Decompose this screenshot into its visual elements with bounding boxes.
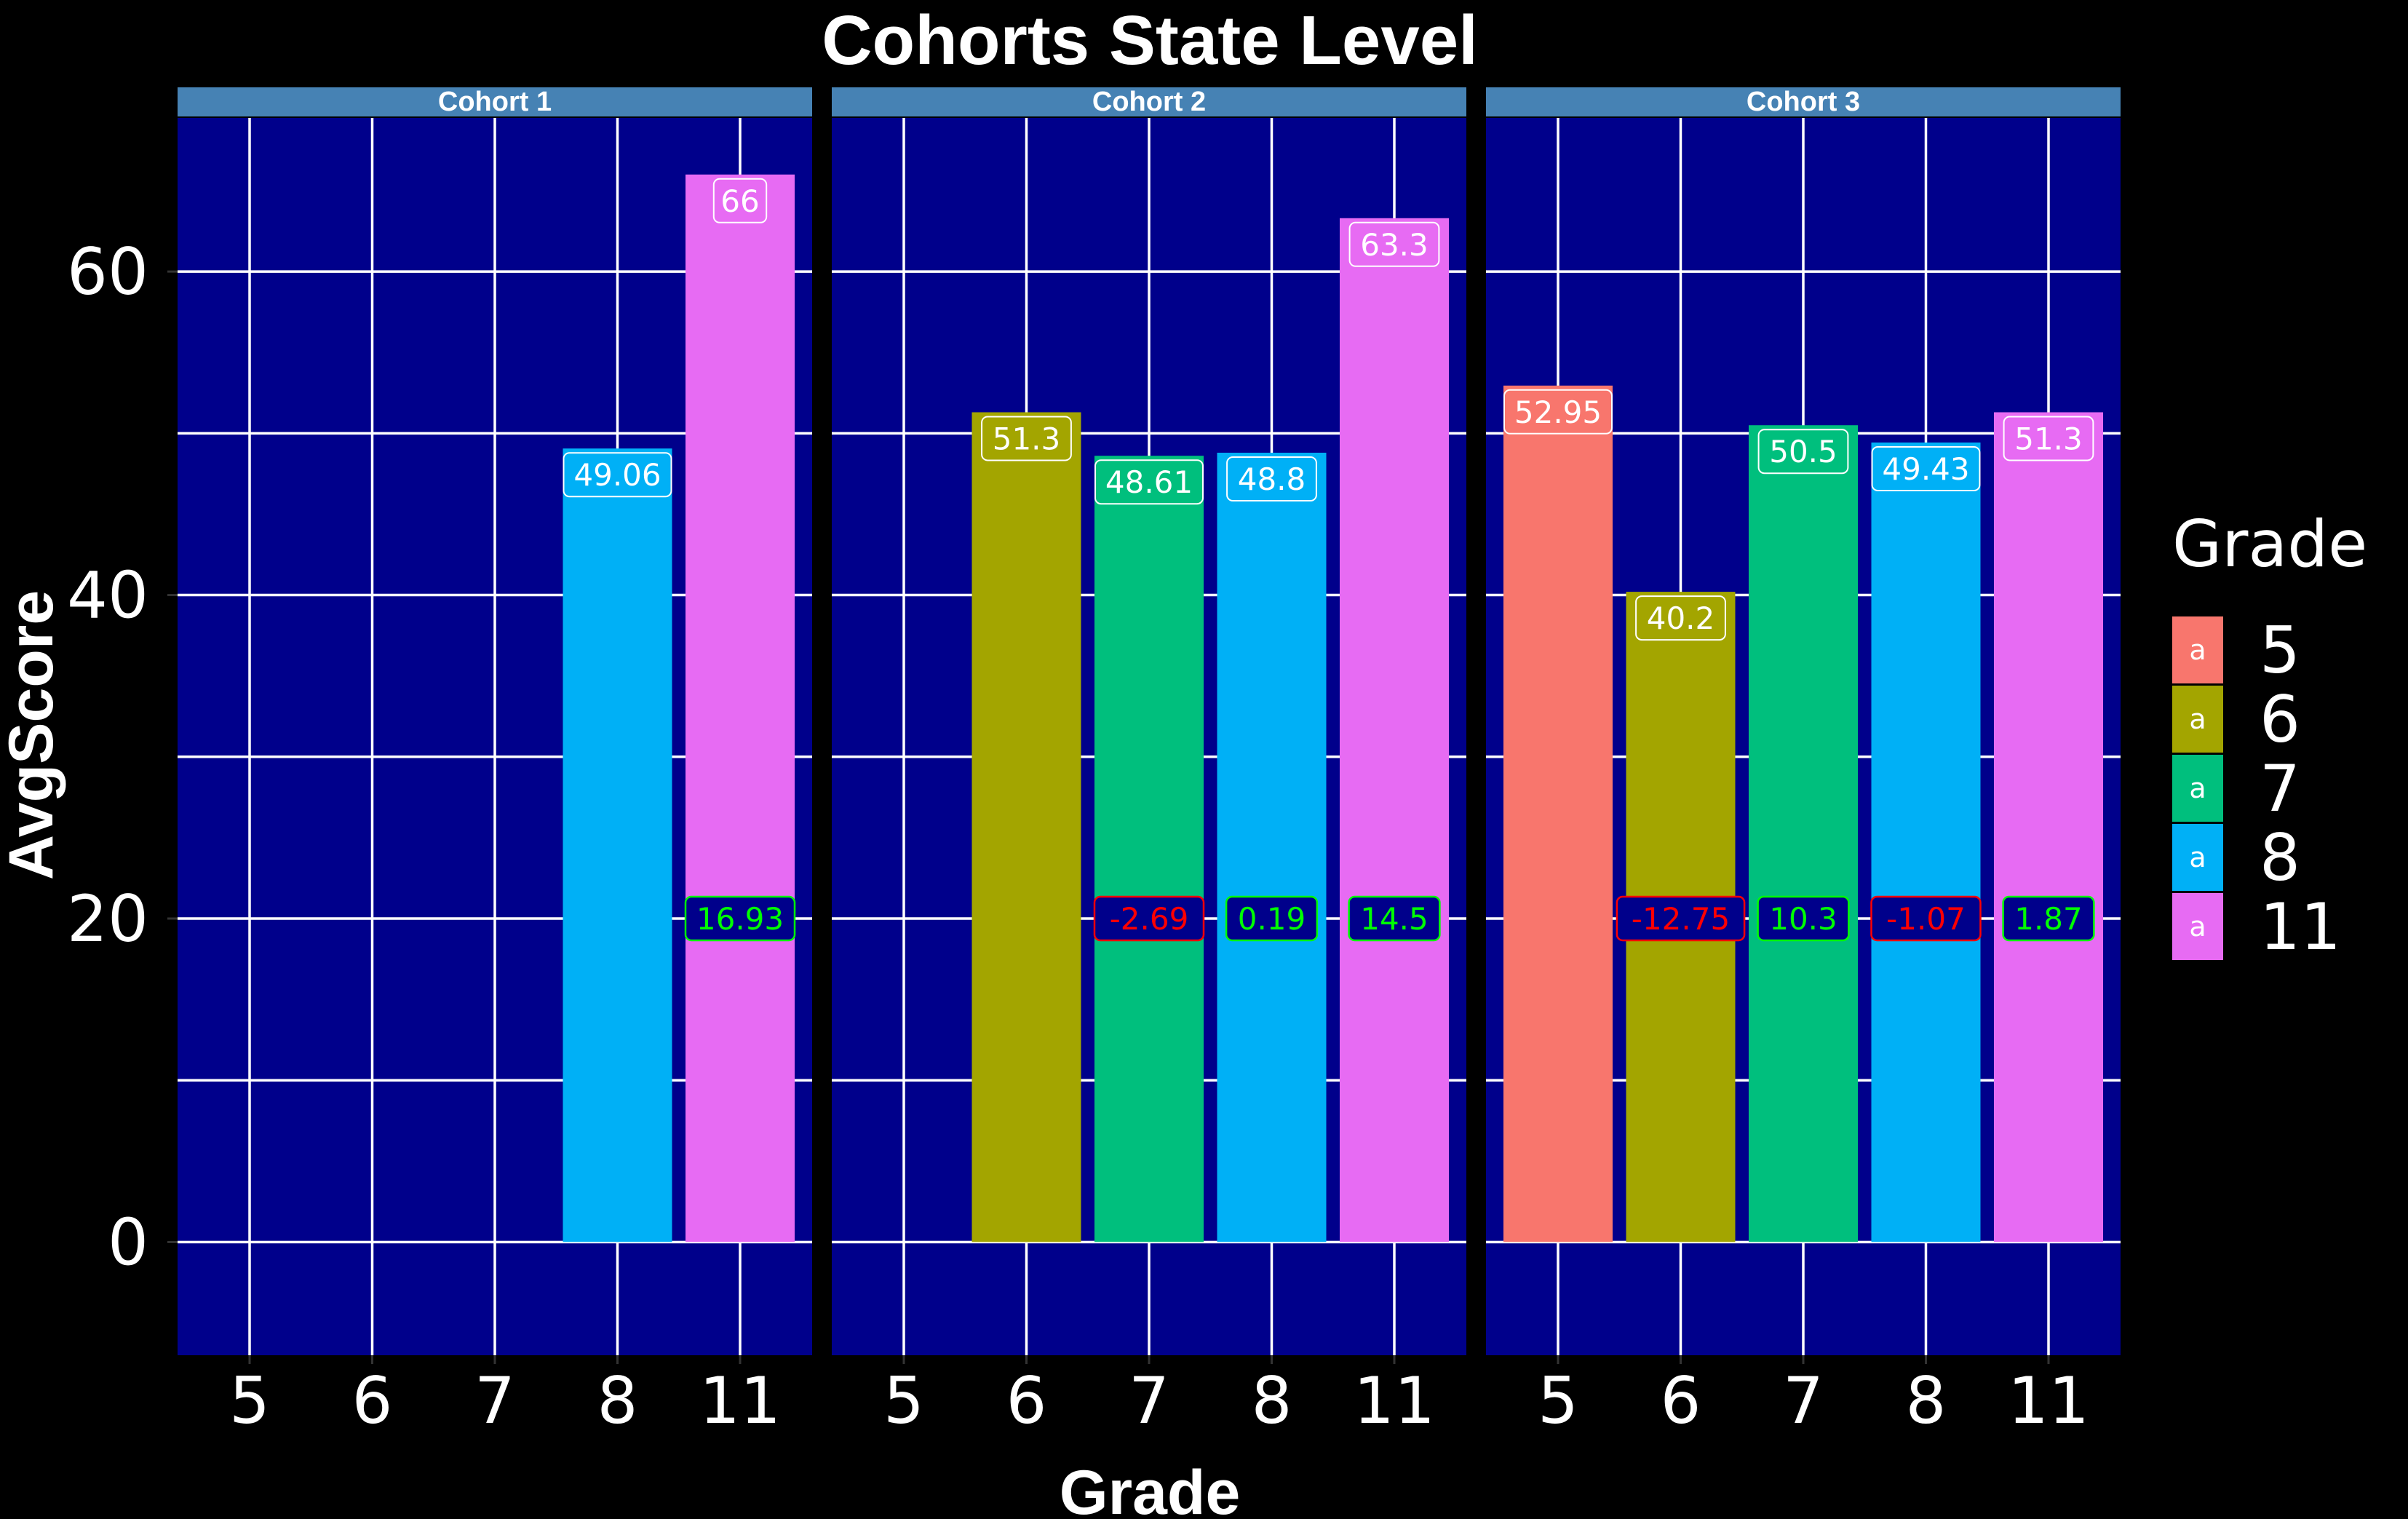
legend-key-glyph: a — [2189, 703, 2206, 735]
legend-key-glyph: a — [2189, 772, 2206, 804]
legend-key — [2172, 893, 2223, 960]
legend: Grade a 5 a 6 a 7 a 8 a 11 — [2172, 507, 2367, 964]
strip-background — [832, 87, 1466, 116]
bar-value-label: 48.8 — [1238, 461, 1306, 497]
strip-background — [178, 87, 812, 116]
legend-entry-label: 6 — [2260, 682, 2300, 757]
change-label-box — [1225, 895, 1319, 942]
bar-value-label: 49.43 — [1882, 451, 1969, 487]
x-tick-label: 5 — [229, 1363, 270, 1438]
y-tick-label: 60 — [67, 234, 148, 309]
change-label-box — [1093, 895, 1205, 942]
legend-entry-label: 8 — [2260, 820, 2300, 895]
bar-value-label-box — [1871, 446, 1981, 491]
bar-value-label-box — [981, 416, 1072, 461]
bar-value-label-box — [712, 178, 768, 223]
bar-value-label-box — [1094, 459, 1204, 505]
change-label: 14.5 — [1360, 901, 1428, 937]
bar — [1871, 443, 1981, 1242]
change-label: 16.93 — [696, 901, 784, 937]
x-tick-label: 11 — [1354, 1363, 1435, 1438]
bar — [1340, 218, 1449, 1242]
bar-value-label-box — [563, 452, 672, 498]
y-tick-label: 20 — [67, 881, 148, 956]
legend-key — [2172, 824, 2223, 891]
change-label-box — [1870, 895, 1982, 942]
change-label: -1.07 — [1886, 901, 1966, 937]
bar — [563, 448, 672, 1242]
legend-key-glyph: a — [2189, 841, 2206, 873]
x-tick-label: 6 — [1006, 1363, 1047, 1438]
x-tick-label: 7 — [1129, 1363, 1169, 1438]
bar-value-label: 66 — [720, 183, 759, 219]
y-tick-label: 40 — [67, 558, 148, 633]
bar-value-label: 51.3 — [2014, 421, 2083, 456]
bar-value-label-box — [1757, 429, 1849, 475]
facet-panel: Cohort 2 51.3 48.61 48.8 63.3 -2.69 0.19 14.5 5 6… — [832, 87, 1466, 1438]
x-tick-label: 11 — [2008, 1363, 2089, 1438]
legend-title: Grade — [2172, 507, 2367, 582]
facet-panel: Cohort 1 49.06 66 16.93 5 6 7 8 11 — [178, 87, 812, 1438]
x-tick-label: 11 — [699, 1363, 781, 1438]
y-axis-title: AvgScore — [0, 590, 66, 880]
x-tick-label: 5 — [883, 1363, 924, 1438]
legend-entry-label: 5 — [2260, 613, 2300, 688]
bar-value-label: 48.61 — [1105, 464, 1193, 500]
bar-value-label-box — [1348, 221, 1440, 267]
change-label-box — [1757, 895, 1850, 942]
bar — [686, 174, 795, 1242]
chart-title: Cohorts State Level — [822, 1, 1478, 79]
x-tick-label: 8 — [1906, 1363, 1947, 1438]
y-tick-label: 0 — [108, 1205, 148, 1280]
x-tick-label: 5 — [1538, 1363, 1578, 1438]
x-tick-label: 6 — [352, 1363, 393, 1438]
bar-value-label: 49.06 — [573, 457, 661, 493]
legend-key-glyph: a — [2189, 634, 2206, 666]
legend-key — [2172, 686, 2223, 753]
legend-entry-label: 11 — [2260, 889, 2341, 964]
x-axis-title: Grade — [1060, 1458, 1241, 1519]
bar — [1749, 425, 1858, 1242]
bar — [1217, 453, 1327, 1242]
change-label-box — [1616, 895, 1746, 942]
bar-value-label: 50.5 — [1769, 434, 1837, 469]
bar — [971, 412, 1081, 1242]
x-tick-label: 6 — [1661, 1363, 1701, 1438]
bar — [1094, 456, 1204, 1242]
strip-label: Cohort 3 — [1747, 87, 1860, 117]
bar-value-label: 51.3 — [993, 421, 1061, 456]
bar-value-label: 52.95 — [1514, 394, 1602, 430]
change-label-box — [2002, 895, 2095, 942]
legend-entry-label: 7 — [2260, 751, 2300, 826]
change-label: -2.69 — [1110, 901, 1189, 937]
legend-key — [2172, 616, 2223, 683]
bar-value-label-box — [2003, 416, 2094, 461]
x-tick-label: 8 — [597, 1363, 638, 1438]
change-label-box — [1348, 895, 1441, 942]
bar-value-label: 40.2 — [1647, 600, 1715, 636]
bar — [1994, 412, 2103, 1242]
strip-label: Cohort 1 — [438, 87, 552, 117]
y-axis: 0 20 40 60 — [67, 234, 178, 1280]
legend-key-glyph: a — [2189, 911, 2206, 943]
change-label: 0.19 — [1238, 901, 1306, 937]
change-label: 1.87 — [2014, 901, 2083, 937]
bar-value-label-box — [1635, 595, 1726, 641]
x-tick-label: 7 — [474, 1363, 515, 1438]
strip-label: Cohort 2 — [1092, 87, 1206, 117]
bar — [1503, 385, 1613, 1242]
change-label: -12.75 — [1632, 901, 1730, 937]
bar-value-label: 63.3 — [1360, 227, 1428, 263]
change-label-box — [684, 895, 796, 942]
change-label: 10.3 — [1769, 901, 1837, 937]
bar-value-label-box — [1226, 456, 1317, 501]
x-tick-label: 7 — [1783, 1363, 1824, 1438]
strip-background — [1486, 87, 2121, 116]
bar-value-label-box — [1503, 389, 1613, 435]
x-tick-label: 8 — [1252, 1363, 1292, 1438]
facet-panel: Cohort 3 52.95 40.2 50.5 49.43 51.3 -12.75 10.3… — [1486, 87, 2121, 1438]
legend-key — [2172, 755, 2223, 822]
